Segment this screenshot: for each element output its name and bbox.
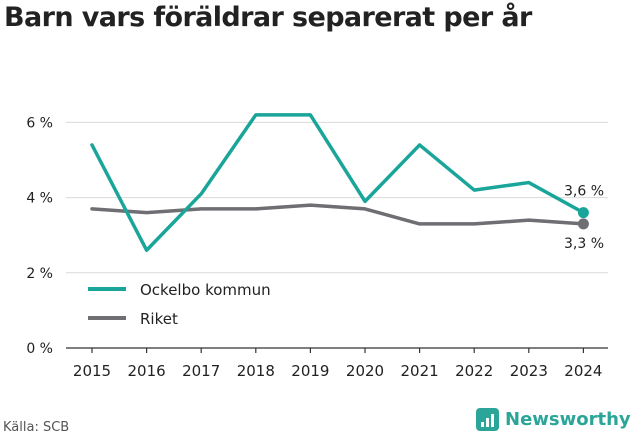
x-tick-label: 2023: [510, 362, 548, 380]
x-tick-label: 2024: [564, 362, 602, 380]
chart-title: Barn vars föräldrar separerat per år: [4, 2, 532, 33]
y-tick-label: 0 %: [26, 341, 53, 357]
x-tick-label: 2022: [455, 362, 493, 380]
y-tick-label: 2 %: [26, 266, 53, 282]
x-axis-labels: 2015 2016 2017 2018 2019 2020 2021 2022 2023 2024: [73, 362, 603, 380]
series-line-riket: [90, 203, 586, 226]
x-tick-label: 2015: [73, 362, 111, 380]
x-tick-label: 2016: [128, 362, 166, 380]
legend-label: Riket: [140, 310, 178, 328]
source-note: Källa: SCB: [3, 420, 70, 435]
x-tick-label: 2021: [401, 362, 439, 380]
y-axis-labels: 0 % 2 % 4 % 6 %: [26, 115, 53, 357]
y-tick-label: 6 %: [26, 115, 53, 131]
x-axis: [66, 347, 608, 353]
end-label-riket: 3,3 %: [564, 236, 604, 252]
series-lines: 3,6 % 3,3 %: [90, 113, 604, 252]
x-tick-label: 2018: [237, 362, 275, 380]
y-tick-label: 4 %: [26, 191, 53, 207]
end-point-ockelbo: [577, 207, 589, 219]
grid-lines: [66, 121, 608, 274]
legend: Ockelbo kommun Riket: [88, 281, 271, 328]
brand-logo[interactable]: Newsworthy: [476, 408, 631, 431]
x-tick-label: 2020: [346, 362, 384, 380]
brand-name: Newsworthy: [505, 409, 631, 430]
x-tick-label: 2017: [182, 362, 220, 380]
end-point-riket: [577, 218, 589, 230]
end-label-ockelbo: 3,6 %: [564, 184, 604, 200]
bar-chart-logo-icon: [476, 408, 499, 431]
x-tick-label: 2019: [291, 362, 329, 380]
series-line-ockelbo: [90, 113, 586, 252]
legend-label: Ockelbo kommun: [140, 281, 271, 299]
